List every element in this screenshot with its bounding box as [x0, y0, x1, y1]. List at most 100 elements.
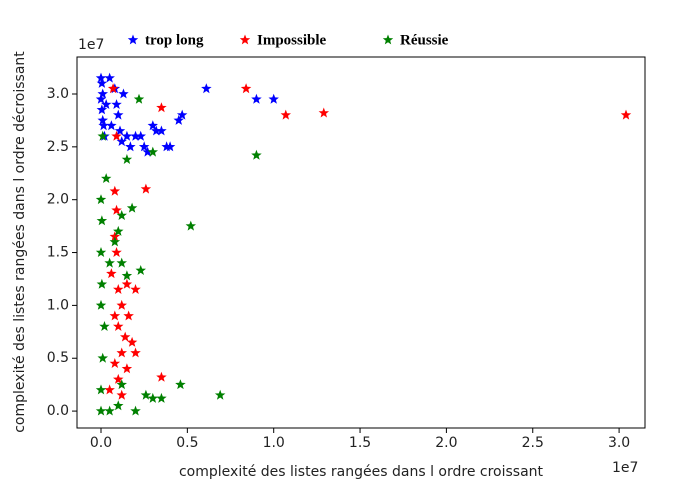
y-tick-label: 2.5 [47, 139, 69, 155]
point [173, 114, 184, 125]
point [104, 257, 115, 268]
x-tick-label: 1.5 [349, 435, 371, 451]
y-tick-label: 0.5 [47, 350, 69, 366]
point [95, 384, 107, 395]
point [96, 77, 108, 88]
point [121, 130, 133, 141]
y-tick-label: 2.0 [47, 192, 69, 208]
point [97, 130, 108, 141]
point [109, 185, 121, 196]
point [96, 215, 108, 226]
y-tick-label: 0.0 [47, 403, 69, 419]
point [99, 321, 110, 331]
y-tick-label: 3.0 [47, 86, 69, 102]
point [95, 299, 107, 310]
point [156, 125, 167, 136]
point [120, 331, 131, 342]
point [106, 120, 117, 131]
point [123, 310, 134, 321]
point [280, 109, 291, 120]
point [111, 130, 122, 141]
legend-label: Réussie [400, 32, 449, 48]
point [101, 173, 112, 183]
x-tick-label: 3.0 [608, 435, 630, 451]
point [104, 72, 115, 83]
point [135, 130, 146, 141]
point [130, 130, 141, 141]
y-tick-label: 1.0 [47, 297, 69, 313]
point [156, 392, 167, 403]
point [125, 141, 136, 152]
point [109, 358, 121, 368]
point [318, 107, 329, 118]
point [138, 141, 150, 152]
legend-marker [127, 34, 139, 45]
point [97, 114, 108, 125]
point [109, 231, 121, 242]
point [106, 268, 117, 279]
point [130, 405, 141, 416]
point [116, 379, 127, 390]
y-offset: 1e7 [78, 37, 104, 53]
point [175, 379, 186, 390]
point [96, 278, 108, 289]
point [156, 371, 167, 382]
point [96, 104, 108, 115]
point [114, 125, 126, 136]
point [113, 225, 124, 236]
point [113, 321, 124, 331]
x-tick-label: 0.5 [176, 435, 198, 451]
point [126, 202, 138, 213]
point [111, 99, 122, 109]
point [130, 284, 141, 294]
point [113, 373, 124, 384]
x-tick-label: 1.0 [263, 435, 285, 451]
point [113, 109, 124, 120]
point [620, 109, 632, 120]
point [116, 136, 127, 146]
point [116, 389, 127, 400]
point [121, 278, 133, 289]
point [140, 389, 152, 400]
point [113, 284, 124, 294]
point [111, 204, 122, 215]
point [164, 141, 176, 152]
point [95, 72, 107, 83]
point [104, 405, 115, 416]
point [147, 120, 158, 131]
y-tick-label: 1.5 [47, 245, 69, 261]
point [113, 400, 124, 411]
x-offset: 1e7 [612, 460, 638, 476]
point [121, 363, 133, 374]
point [240, 83, 252, 94]
point [156, 102, 167, 113]
x-tick-label: 0.0 [90, 435, 112, 451]
point [251, 149, 262, 160]
point [142, 146, 153, 157]
point [97, 352, 108, 363]
point [185, 220, 196, 231]
point [133, 93, 145, 104]
point [95, 93, 107, 104]
point [97, 88, 108, 99]
point [201, 83, 212, 94]
point [121, 270, 133, 281]
legend-marker [239, 34, 251, 45]
point [109, 310, 121, 321]
point [107, 83, 119, 94]
x-tick-label: 2.5 [522, 435, 544, 451]
point [135, 265, 146, 275]
point [98, 120, 109, 131]
point [116, 347, 127, 358]
point [268, 93, 279, 104]
point [147, 146, 158, 157]
point [147, 392, 158, 403]
point [95, 247, 107, 257]
x-axis-label: complexité des listes rangées dans l ord… [179, 464, 544, 480]
point [95, 405, 107, 416]
point [109, 236, 121, 247]
point [126, 336, 138, 347]
point [104, 384, 115, 395]
point [176, 109, 188, 120]
